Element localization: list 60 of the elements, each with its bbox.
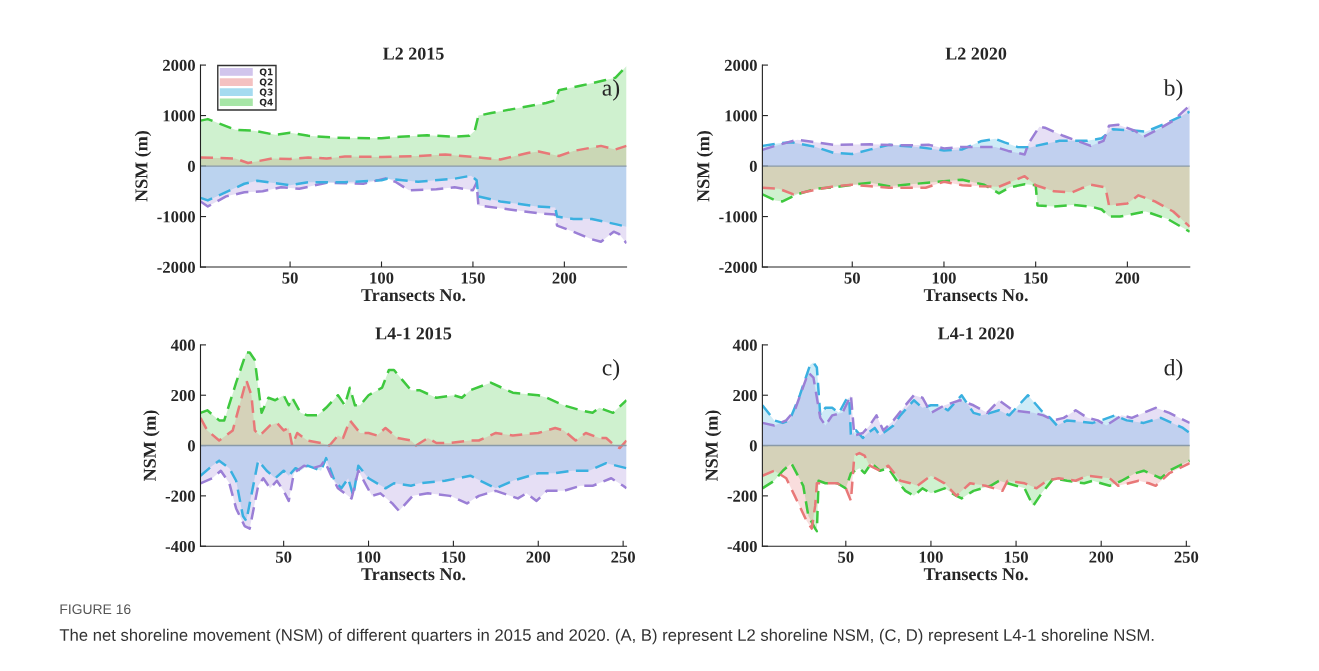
annotation: c) [602,358,620,381]
y-axis-title: NSM (m) [705,410,722,482]
legend-label: Q3 [259,88,273,97]
y-tick-label: -200 [165,490,195,502]
y-tick-label: -1000 [157,211,195,223]
annotation: d) [1164,358,1183,381]
x-tick-label: 100 [932,272,956,284]
y-tick-label: -400 [727,540,757,553]
x-axis-title: Transects No. [361,568,466,581]
y-tick-label: 2000 [162,59,195,72]
x-tick-label: 100 [919,551,943,563]
y-tick-label: 0 [187,440,195,452]
text: The net shoreline movement (NSM) of different quarters in 2015 and 2020. (A, B) represent L2 shoreline NSM, (C, D) represent L4-1 shoreline NSM. [59,628,1154,645]
y-tick-label: 2000 [724,59,757,72]
x-tick-label: 100 [357,551,381,563]
x-tick-label: 50 [838,551,854,563]
y-tick-label: 400 [732,339,757,351]
annotation: a) [602,79,620,101]
x-tick-label: 50 [844,272,860,284]
x-tick-label: 200 [552,272,577,284]
chart-title: L4-1 2020 [938,327,1014,340]
annotation: b) [1163,79,1183,101]
y-tick-label: -2000 [719,261,757,273]
y-tick-label: 1000 [163,110,195,122]
y-axis-title: NSM (m) [134,131,152,202]
x-tick-label: 150 [1004,551,1028,563]
y-tick-label: -400 [165,540,195,553]
x-tick-label: 250 [1174,551,1199,563]
caption: FIGURE 16 [60,604,131,615]
y-tick-label: 0 [749,440,757,452]
x-tick-label: 200 [526,551,551,563]
x-tick-label: 200 [1089,551,1114,563]
y-tick-label: -2000 [157,261,195,273]
y-axis-title: NSM (m) [696,131,714,202]
legend-label: Q2 [259,78,273,87]
x-tick-label: 150 [461,272,485,284]
x-tick-label: 200 [1115,272,1140,284]
x-axis-title: Transects No. [361,289,466,302]
legend-label: Q1 [259,68,273,77]
y-tick-label: 200 [733,389,757,402]
x-tick-label: 150 [1024,272,1048,284]
y-tick-label: 400 [170,339,195,351]
y-tick-label: -1000 [719,211,757,223]
x-axis-title: Transects No. [923,568,1028,581]
y-tick-label: 0 [187,160,195,173]
y-tick-label: 1000 [725,110,757,122]
x-tick-label: 150 [442,551,466,563]
x-tick-label: 50 [275,551,292,563]
y-axis-title: NSM (m) [143,410,160,482]
x-tick-label: 100 [370,272,394,284]
x-axis-title: Transects No. [923,289,1028,302]
chart-title: L4-1 2015 [375,327,452,340]
y-tick-label: 200 [171,389,195,402]
legend-label: Q4 [259,98,273,107]
x-tick-label: 250 [611,551,635,563]
chart-title: L2 2020 [945,47,1007,60]
y-tick-label: -200 [727,490,757,502]
y-tick-label: 0 [749,160,757,173]
chart-title: L2 2015 [382,47,444,60]
x-tick-label: 50 [282,272,298,284]
